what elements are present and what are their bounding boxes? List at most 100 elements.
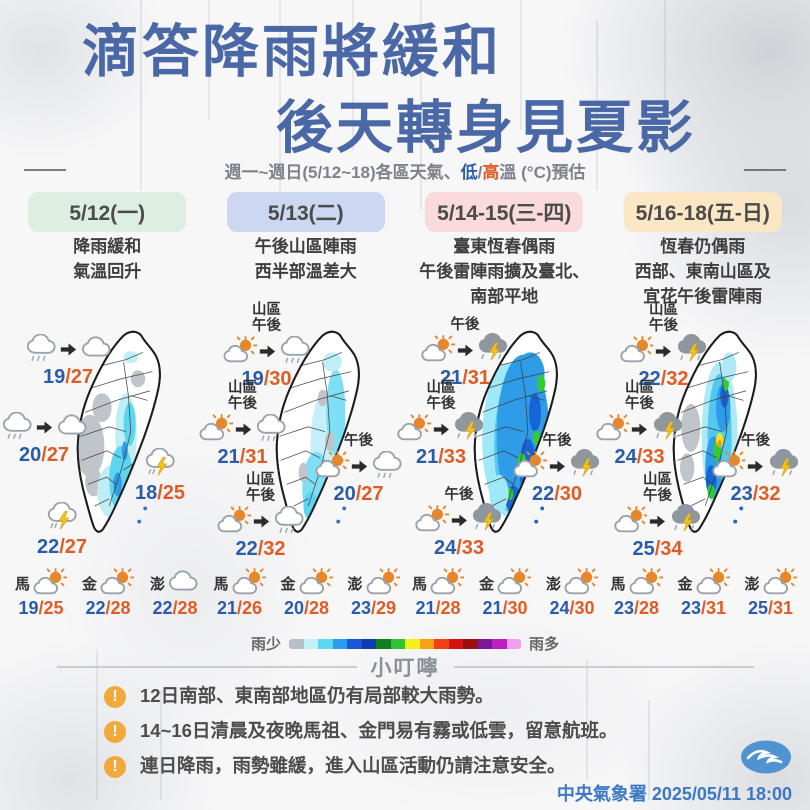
legend-color-step	[303, 638, 318, 649]
main-title-line2: 後天轉身見夏影	[276, 96, 696, 160]
subtitle-dash-right	[744, 169, 786, 171]
arrow-icon	[655, 345, 672, 357]
forecast-columns: 5/12(一) 降雨緩和 氣溫回升 19/27 20/27 18/25	[2, 190, 802, 630]
island-name: 澎	[149, 575, 165, 593]
rain-cloud-icon	[2, 412, 32, 439]
cloud-icon	[81, 336, 110, 357]
alert-icon: !	[104, 686, 126, 708]
timing-label: 山區 午後	[228, 380, 257, 412]
sun-cloud-icon	[711, 451, 746, 478]
tips-list: ! 12日南部、東南部地區仍有局部較大雨勢。! 14~16日清晨及夜晚馬祖、金門…	[104, 684, 744, 789]
legend-color-step	[347, 638, 362, 649]
main-title-line1: 滴答降雨將緩和	[82, 20, 502, 84]
arrow-icon	[457, 344, 473, 356]
temperature-range: 21/26	[216, 598, 263, 618]
temperature-range: 23/28	[613, 598, 660, 618]
arrow-icon	[253, 515, 270, 527]
map-zone: 山區 午後 19/30 山區 午後 21/31 午後 20/27 山區 午後	[199, 302, 406, 568]
temperature-range: 25/31	[747, 598, 794, 618]
storm-cloud-light-icon	[145, 448, 175, 476]
sun-cloud-icon	[232, 568, 266, 595]
temperature-range: 19/30	[241, 368, 292, 390]
island-name: 金	[478, 575, 494, 593]
subtitle: 週一~週日(5/12~18)各區天氣、低/高溫 (°C)預估	[224, 163, 586, 182]
sun-cloud-icon	[696, 568, 730, 595]
rain-legend: 雨少 雨多	[0, 633, 810, 654]
sun-cloud-icon	[397, 414, 431, 441]
legend-color-step	[434, 638, 449, 649]
region-forecast-n: 山區 午後 19/30	[221, 302, 313, 391]
timing-label: 山區 午後	[643, 472, 672, 504]
legend-left-label: 雨少	[250, 636, 281, 653]
offshore-islands-row: 馬 23/28 金 23/31 澎 25/31	[606, 568, 802, 619]
timing-label: 山區 午後	[649, 302, 678, 334]
temperature-range: 22/32	[638, 368, 689, 390]
sun-cloud-icon	[619, 336, 654, 363]
rain-cloud-icon	[26, 334, 56, 361]
temperature-range: 21/28	[415, 598, 461, 618]
tip-text: 14~16日清晨及夜晚馬祖、金門易有霧或低雲，留意航班。	[140, 720, 618, 741]
legend-color-step	[463, 638, 478, 649]
sun-cloud-icon	[513, 451, 547, 478]
sun-cloud-icon	[430, 568, 464, 595]
legend-color-step	[448, 638, 463, 649]
rain-cloud-icon	[280, 336, 310, 363]
island-name: 澎	[347, 575, 363, 593]
region-forecast-e: 午後 20/27	[313, 433, 405, 506]
rain-cloud-icon	[372, 451, 402, 478]
region-forecast-s: 山區 午後 25/34	[612, 472, 704, 561]
legend-color-step	[405, 638, 420, 649]
tips-divider-right	[453, 666, 754, 668]
temperature-range: 22/27	[36, 536, 88, 558]
temperature-range: 23/31	[680, 598, 727, 618]
island-name: 金	[677, 575, 693, 593]
sun-cloud-icon	[595, 414, 630, 441]
island-name: 澎	[545, 575, 561, 593]
storm-cloud-dark-icon	[473, 503, 502, 531]
legend-color-step	[361, 638, 376, 649]
island-name: 馬	[213, 575, 229, 593]
sun-cloud-icon	[629, 568, 663, 595]
temperature-range: 21/31	[439, 367, 491, 389]
island-name: 馬	[610, 575, 626, 593]
region-forecast-s: 22/27	[16, 502, 108, 559]
legend-color-step	[492, 638, 507, 649]
footer-credit: 中央氣象署 2025/05/11 18:00	[557, 780, 792, 806]
sun-cloud-icon	[497, 568, 531, 595]
map-zone: 19/27 20/27 18/25 22/27	[2, 318, 207, 568]
island-forecast-馬: 馬 19/25	[10, 568, 72, 619]
legend-color-step	[477, 638, 492, 649]
storm-cloud-dark-icon	[479, 333, 508, 361]
map-zone: 午後 21/31 山區 午後 21/33 午後 22/30 午後	[397, 317, 604, 568]
region-forecast-w: 山區 午後 21/31	[197, 380, 289, 469]
rain-color-scale	[289, 638, 521, 649]
offshore-islands-row: 馬 19/25 金 22/28 澎 22/28	[10, 568, 206, 619]
temperature-range: 20/28	[283, 598, 330, 618]
island-forecast-馬: 馬 21/28	[407, 568, 469, 619]
sun-cloud-icon	[223, 336, 257, 363]
arrow-icon	[60, 343, 76, 355]
island-forecast-澎: 澎 25/31	[740, 568, 802, 619]
tip-text: 連日降雨，雨勢雖緩，進入山區活動仍請注意安全。	[140, 755, 566, 776]
sun-cloud-icon	[299, 568, 333, 595]
temperature-range: 19/25	[18, 598, 64, 618]
region-forecast-e: 午後 22/30	[511, 433, 603, 506]
legend-color-step	[419, 638, 434, 649]
tips-header: 小叮嚀	[0, 652, 810, 682]
island-name: 馬	[411, 575, 427, 593]
sun-cloud-icon	[415, 505, 449, 532]
region-forecast-w: 20/27	[0, 410, 90, 467]
temperature-range: 23/32	[730, 483, 781, 505]
column-summary: 午後山區陣雨 西半部溫差大	[254, 237, 357, 281]
legend-color-step	[506, 638, 521, 649]
tip-item: ! 連日降雨，雨勢雖緩，進入山區活動仍請注意安全。	[104, 754, 744, 778]
sun-cloud-icon	[199, 414, 233, 441]
timing-label: 山區 午後	[246, 472, 275, 504]
sun-cloud-icon	[33, 568, 67, 595]
sun-cloud-icon	[613, 506, 648, 533]
offshore-islands-row: 馬 21/26 金 20/28 澎 23/29	[209, 568, 405, 619]
arrow-icon	[631, 423, 648, 435]
island-forecast-馬: 馬 21/26	[209, 568, 271, 619]
region-forecast-w: 山區 午後 24/33	[594, 380, 686, 469]
timing-label: 午後	[741, 433, 770, 449]
